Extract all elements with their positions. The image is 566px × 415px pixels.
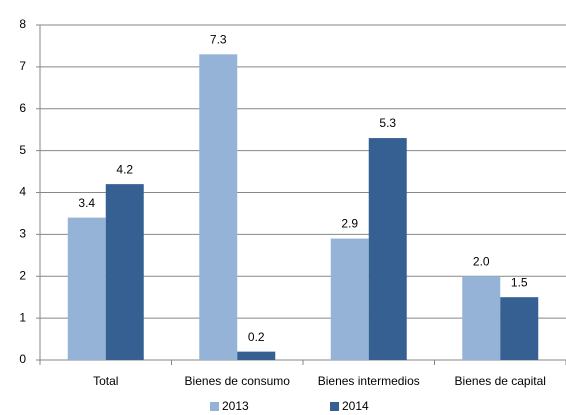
bar <box>105 184 144 360</box>
x-tick-label: Total <box>93 374 118 388</box>
legend-label: 2013 <box>222 399 249 413</box>
bar <box>199 54 238 360</box>
bar <box>462 276 501 360</box>
bar <box>237 351 276 360</box>
value-label: 2.0 <box>473 254 490 268</box>
bar <box>368 138 407 360</box>
bar <box>67 217 106 360</box>
y-tick-label: 6 <box>19 101 26 115</box>
value-label: 0.2 <box>248 330 265 344</box>
legend-label: 2014 <box>342 399 369 413</box>
y-tick-label: 2 <box>19 268 26 282</box>
y-tick-label: 8 <box>19 17 26 31</box>
y-tick-label: 7 <box>19 59 26 73</box>
y-tick-label: 1 <box>19 310 26 324</box>
x-tick-label: Bienes de capital <box>455 374 546 388</box>
legend-swatch <box>210 402 219 411</box>
value-label: 4.2 <box>116 162 133 176</box>
x-tick-label: Bienes intermedios <box>318 374 420 388</box>
value-label: 3.4 <box>78 196 95 210</box>
value-label: 7.3 <box>210 32 227 46</box>
bar <box>500 297 539 360</box>
legend-swatch <box>330 402 339 411</box>
y-tick-label: 0 <box>19 352 26 366</box>
y-tick-label: 3 <box>19 227 26 241</box>
y-tick-label: 5 <box>19 143 26 157</box>
y-tick-label: 4 <box>19 185 26 199</box>
x-tick-label: Bienes de consumo <box>185 374 291 388</box>
value-label: 2.9 <box>341 217 358 231</box>
value-label: 5.3 <box>379 116 396 130</box>
value-label: 1.5 <box>511 275 528 289</box>
bar <box>330 238 369 360</box>
